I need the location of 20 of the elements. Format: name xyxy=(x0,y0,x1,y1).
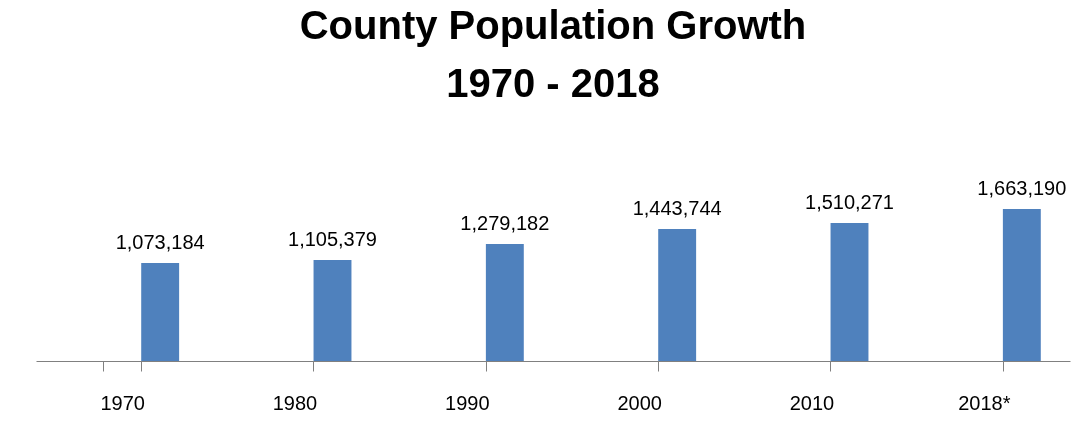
x-tick-label: 1990 xyxy=(445,391,490,414)
data-label: 1,443,744 xyxy=(632,197,722,220)
bar xyxy=(1002,209,1041,361)
x-tick-label: 2010 xyxy=(789,391,835,414)
text: County Population Growth xyxy=(299,3,807,47)
x-tick-label: 1980 xyxy=(272,391,318,414)
data-label: 1,105,379 xyxy=(288,227,377,250)
bar xyxy=(313,259,352,361)
data-label: 1,279,182 xyxy=(460,212,550,235)
x-tick-label: 2000 xyxy=(617,391,662,414)
bar xyxy=(658,229,697,361)
bar xyxy=(141,262,180,361)
data-label: 1,073,184 xyxy=(115,230,205,253)
x-tick-label: 1970 xyxy=(100,391,145,414)
data-label: 1,663,190 xyxy=(977,177,1067,199)
data-label: 1,510,271 xyxy=(805,190,894,213)
text: 1970 - 2018 xyxy=(446,61,660,105)
bar xyxy=(485,244,524,361)
x-tick-label: 2018* xyxy=(958,391,1011,414)
bar xyxy=(830,222,869,361)
